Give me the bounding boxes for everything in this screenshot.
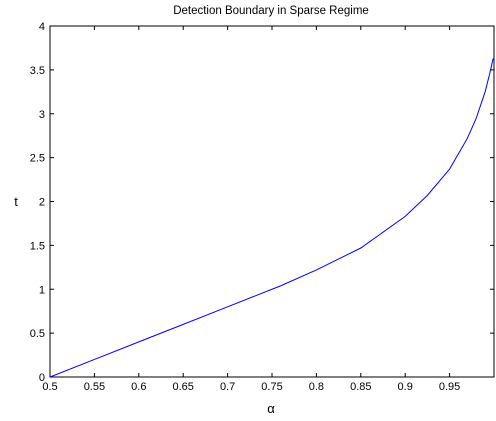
- series-line: [49, 58, 494, 378]
- series-layer: [49, 58, 494, 378]
- x-axis-ticks: 0.5 0.55 0.6 0.65 0.7 0.75 0.8 0.85 0.9 0.95: [42, 26, 460, 393]
- x-tick-label: 0.7: [220, 381, 235, 393]
- y-tick-label: 1.5: [30, 240, 45, 252]
- x-tick-label: 0.9: [398, 381, 413, 393]
- y-tick-label: 2: [39, 197, 45, 209]
- x-tick-label: 0.65: [172, 381, 193, 393]
- y-tick-label: 3: [39, 109, 45, 121]
- y-tick-label: 3.5: [30, 65, 45, 77]
- y-tick-label: 2.5: [30, 153, 45, 165]
- x-tick-label: 0.75: [261, 381, 282, 393]
- x-tick-label: 0.95: [439, 381, 460, 393]
- chart-title: Detection Boundary in Sparse Regime: [173, 5, 369, 17]
- plot-frame: [49, 25, 495, 378]
- y-tick-label: 0: [39, 372, 45, 384]
- x-tick-label: 0.6: [131, 381, 146, 393]
- y-axis-ticks: 0 0.5 1 1.5 2 2.5 3 3.5 4: [30, 21, 494, 384]
- x-tick-label: 0.55: [84, 381, 105, 393]
- x-tick-label: 0.8: [309, 381, 324, 393]
- x-tick-label: 0.5: [42, 381, 57, 393]
- y-axis-label: t: [14, 194, 18, 209]
- y-tick-label: 0.5: [30, 328, 45, 340]
- y-tick-label: 1: [39, 284, 45, 296]
- x-axis-label: α: [267, 401, 275, 416]
- x-tick-label: 0.85: [350, 381, 371, 393]
- y-tick-label: 4: [39, 21, 45, 33]
